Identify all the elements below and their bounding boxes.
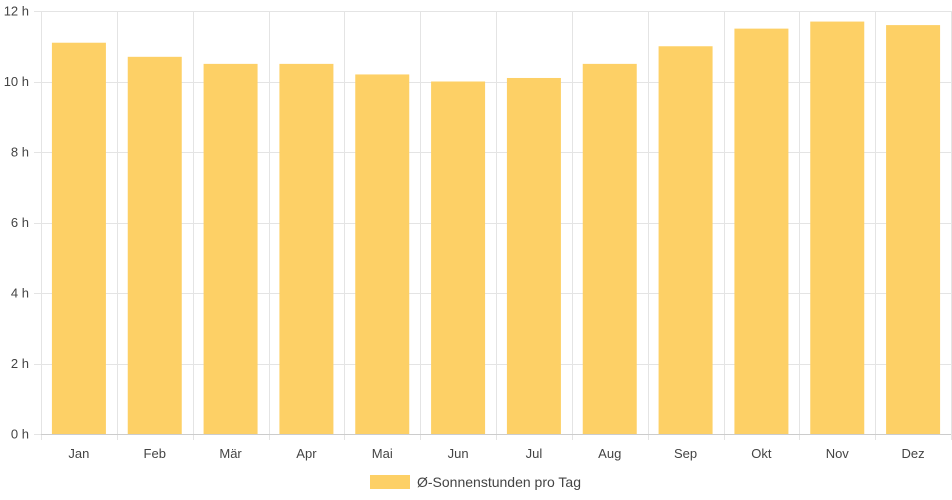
legend-label[interactable]: Ø-Sonnenstunden pro Tag (417, 474, 581, 490)
y-axis-ticks: 0 h 2 h 4 h 6 h 8 h 10 h 12 h (4, 4, 29, 442)
y-tick-label: 12 h (4, 4, 29, 19)
x-tick-label: Nov (826, 446, 850, 461)
x-axis-ticks: Jan Feb Mär Apr Mai Jun Jul Aug Sep Okt Nov Dez (68, 446, 924, 461)
x-tick-label: Okt (751, 446, 772, 461)
bar-apr[interactable] (279, 63, 334, 434)
grid-lines (34, 11, 952, 440)
x-tick-label: Apr (296, 446, 317, 461)
y-tick-label: 2 h (11, 356, 29, 371)
x-tick-label: Aug (598, 446, 621, 461)
x-tick-label: Sep (674, 446, 697, 461)
x-tick-label: Mär (219, 446, 242, 461)
bar-mai[interactable] (355, 74, 410, 434)
bar-jul[interactable] (506, 77, 561, 434)
bar-jan[interactable] (51, 42, 106, 434)
x-tick-label: Jun (448, 446, 469, 461)
bar-okt[interactable] (734, 28, 789, 434)
bar-sep[interactable] (658, 46, 713, 434)
bar-feb[interactable] (127, 56, 182, 434)
x-tick-label: Jan (68, 446, 89, 461)
bar-jun[interactable] (431, 81, 486, 435)
bar-nov[interactable] (810, 21, 865, 434)
x-tick-label: Dez (902, 446, 925, 461)
y-tick-label: 6 h (11, 215, 29, 230)
legend[interactable]: Ø-Sonnenstunden pro Tag (370, 474, 581, 490)
x-tick-label: Mai (372, 446, 393, 461)
y-tick-label: 0 h (11, 427, 29, 442)
bar-mär[interactable] (203, 63, 258, 434)
bars (51, 21, 941, 435)
x-tick-label: Jul (526, 446, 543, 461)
x-tick-label: Feb (144, 446, 166, 461)
bar-aug[interactable] (582, 63, 637, 434)
bar-dez[interactable] (886, 25, 941, 434)
y-tick-label: 4 h (11, 286, 29, 301)
y-tick-label: 10 h (4, 74, 29, 89)
y-tick-label: 8 h (11, 145, 29, 160)
legend-swatch[interactable] (370, 475, 410, 489)
